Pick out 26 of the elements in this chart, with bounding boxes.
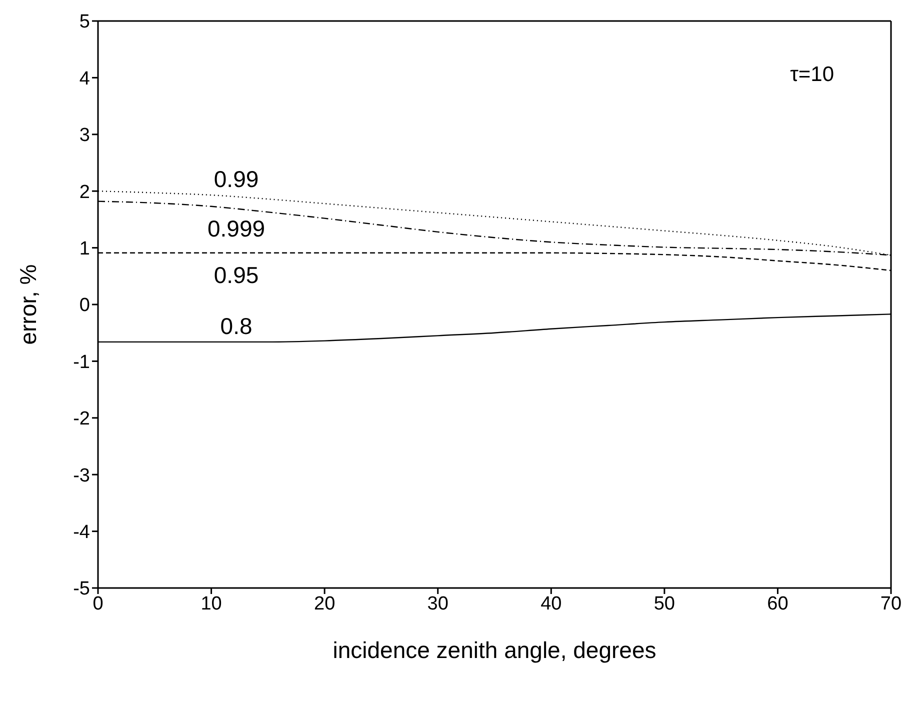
x-tick-label: 0 [92,593,104,614]
series-label: 0.8 [220,312,252,339]
series-label: 0.95 [214,262,259,288]
y-tick-label: -2 [73,408,90,430]
y-tick-label: -1 [73,352,90,373]
y-tick-label: 2 [79,182,90,203]
x-tick-label: 50 [654,593,675,614]
y-tick-label: -4 [73,522,90,544]
y-tick-label: 5 [79,12,90,33]
series-label: 0.99 [214,166,259,192]
y-tick-label: 4 [79,68,90,90]
x-tick-label: 10 [200,593,222,614]
y-axis-title: error, % [15,264,42,345]
x-tick-label: 40 [540,593,562,614]
x-tick-label: 20 [314,593,336,614]
annotation: τ=10 [790,63,834,87]
y-tick-label: 3 [79,125,90,146]
y-tick-label: 1 [79,238,90,260]
series-label: 0.999 [208,215,266,242]
x-axis-title: incidence zenith angle, degrees [332,637,656,663]
x-tick-label: 70 [880,593,902,614]
y-tick-label: -3 [73,465,90,486]
y-tick-label: 0 [79,295,90,316]
y-tick-label: -5 [73,578,90,600]
x-tick-label: 30 [427,593,448,614]
x-tick-label: 60 [767,593,788,614]
